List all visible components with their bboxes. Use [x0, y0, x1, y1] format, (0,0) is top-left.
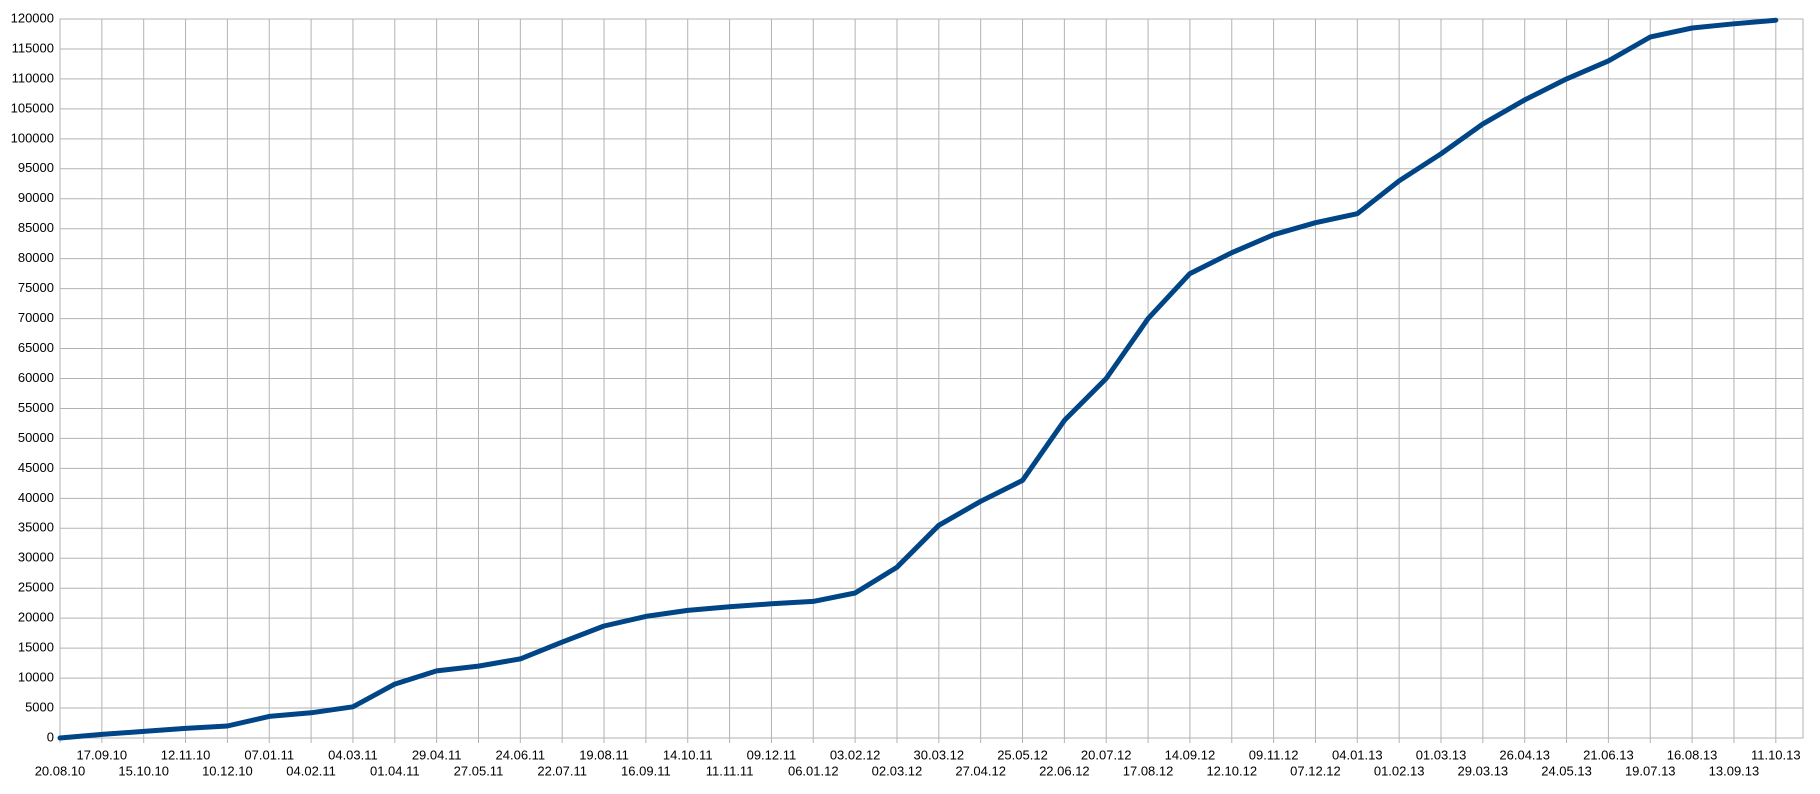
- x-tick-label: 04.03.11: [328, 747, 378, 762]
- x-tick-label: 12.10.12: [1206, 763, 1257, 778]
- y-tick-label: 20000: [18, 610, 54, 625]
- y-tick-label: 95000: [18, 160, 54, 175]
- x-tick-label: 20.08.10: [35, 763, 86, 778]
- y-tick-label: 100000: [11, 130, 54, 145]
- x-tick-label: 12.11.10: [161, 747, 211, 762]
- y-tick-label: 75000: [18, 280, 54, 295]
- x-tick-label: 25.05.12: [997, 747, 1048, 762]
- x-tick-label: 30.03.12: [914, 747, 965, 762]
- y-tick-label: 35000: [18, 520, 54, 535]
- y-tick-label: 85000: [18, 220, 54, 235]
- y-tick-label: 55000: [18, 400, 54, 415]
- y-tick-label: 70000: [18, 310, 54, 325]
- x-tick-label: 22.07.11: [537, 763, 587, 778]
- x-tick-label: 14.10.11: [663, 747, 713, 762]
- y-tick-label: 45000: [18, 460, 54, 475]
- y-tick-label: 10000: [18, 670, 54, 685]
- x-tick-label: 01.03.13: [1416, 747, 1467, 762]
- x-tick-label: 04.01.13: [1332, 747, 1383, 762]
- y-tick-label: 15000: [18, 640, 54, 655]
- x-tick-label: 24.06.11: [496, 747, 546, 762]
- y-tick-label: 115000: [12, 40, 54, 55]
- y-tick-label: 120000: [11, 10, 54, 25]
- y-tick-label: 40000: [18, 490, 54, 505]
- x-tick-label: 22.06.12: [1039, 763, 1090, 778]
- x-tick-label: 11.11.11: [706, 763, 754, 778]
- x-tick-label: 09.12.11: [747, 747, 797, 762]
- y-tick-label: 30000: [18, 550, 54, 565]
- x-tick-label: 01.02.13: [1374, 763, 1425, 778]
- x-tick-label: 20.07.12: [1081, 747, 1132, 762]
- y-tick-label: 5000: [25, 699, 54, 714]
- x-tick-label: 21.06.13: [1583, 747, 1634, 762]
- x-tick-label: 07.12.12: [1290, 763, 1341, 778]
- x-tick-label: 09.11.12: [1249, 747, 1299, 762]
- x-tick-label: 06.01.12: [788, 763, 839, 778]
- y-tick-label: 105000: [11, 100, 54, 115]
- y-tick-label: 65000: [18, 340, 54, 355]
- y-tick-label: 90000: [18, 190, 54, 205]
- x-tick-label: 26.04.13: [1499, 747, 1550, 762]
- x-tick-label: 03.02.12: [830, 747, 881, 762]
- x-tick-label: 29.04.11: [412, 747, 462, 762]
- x-tick-label: 11.10.13: [1751, 747, 1801, 762]
- x-tick-label: 01.04.11: [370, 763, 420, 778]
- y-tick-label: 0: [47, 729, 54, 744]
- x-tick-label: 24.05.13: [1541, 763, 1592, 778]
- x-tick-label: 19.08.11: [579, 747, 629, 762]
- data-line: [57, 17, 1779, 741]
- x-tick-label: 15.10.10: [118, 763, 169, 778]
- x-tick-label: 16.09.11: [621, 763, 671, 778]
- x-tick-label: 13.09.13: [1709, 763, 1760, 778]
- x-tick-label: 17.09.10: [77, 747, 128, 762]
- x-tick-label: 19.07.13: [1625, 763, 1676, 778]
- y-tick-label: 25000: [18, 580, 54, 595]
- x-tick-label: 17.08.12: [1123, 763, 1174, 778]
- y-tick-label: 50000: [18, 430, 54, 445]
- x-tick-label: 02.03.12: [872, 763, 923, 778]
- x-tick-label: 16.08.13: [1667, 747, 1718, 762]
- x-tick-label: 07.01.11: [244, 747, 294, 762]
- x-tick-label: 04.02.11: [286, 763, 336, 778]
- x-tick-label: 29.03.13: [1458, 763, 1509, 778]
- x-tick-label: 27.04.12: [955, 763, 1006, 778]
- x-tick-label: 14.09.12: [1165, 747, 1216, 762]
- y-tick-label: 60000: [18, 370, 54, 385]
- y-tick-label: 80000: [18, 250, 54, 265]
- x-tick-label: 10.12.10: [202, 763, 253, 778]
- x-tick-label: 27.05.11: [454, 763, 504, 778]
- y-tick-label: 110000: [12, 70, 54, 85]
